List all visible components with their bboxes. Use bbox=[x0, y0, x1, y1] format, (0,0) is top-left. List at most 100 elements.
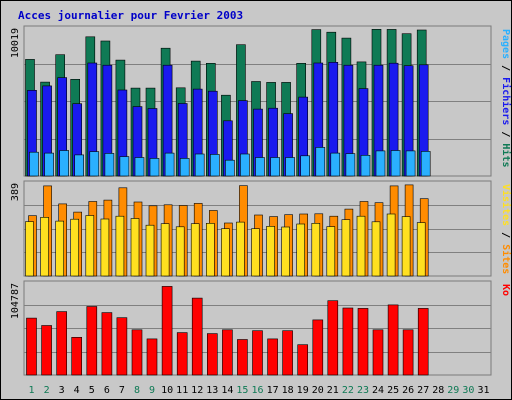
bar-ko bbox=[267, 338, 278, 376]
day-group bbox=[236, 44, 250, 177]
bar-visites bbox=[70, 218, 79, 277]
day-group bbox=[296, 213, 309, 277]
day-group bbox=[55, 203, 68, 277]
day-group bbox=[341, 37, 356, 177]
bar-ko bbox=[312, 319, 324, 376]
x-tick-label: 26 bbox=[402, 385, 414, 396]
day-group bbox=[356, 201, 369, 277]
day-group bbox=[56, 311, 68, 376]
day-group bbox=[70, 79, 84, 177]
x-tick-label: 14 bbox=[221, 385, 233, 396]
day-group bbox=[40, 81, 54, 177]
bar-visites bbox=[40, 217, 49, 277]
x-tick-label: 11 bbox=[176, 385, 188, 396]
chart-title: Acces journalier pour Fevrier 2003 bbox=[18, 9, 243, 22]
legend-separator: / bbox=[500, 125, 511, 143]
bar-pages bbox=[315, 147, 326, 177]
day-group bbox=[416, 29, 431, 177]
day-group bbox=[386, 29, 401, 177]
series-legend: Pages / Fichiers / Hits bbox=[500, 29, 512, 168]
day-group bbox=[417, 308, 429, 376]
y-max-label: 389 bbox=[10, 183, 21, 201]
legend-entry-sites: Sites bbox=[500, 244, 512, 274]
bar-ko bbox=[372, 329, 384, 376]
bar-pages bbox=[420, 151, 431, 177]
x-tick-label: 3 bbox=[59, 385, 65, 396]
day-group bbox=[252, 330, 263, 376]
day-group bbox=[387, 304, 399, 376]
legend-separator: / bbox=[500, 59, 511, 77]
day-group bbox=[176, 332, 188, 376]
day-group bbox=[311, 213, 324, 277]
x-tick-label: 4 bbox=[74, 385, 80, 396]
bar-visites bbox=[130, 218, 140, 277]
chart-panels: 10019 Pages / Fichiers / Hits 389 Visites /… bbox=[10, 25, 512, 376]
day-group bbox=[145, 87, 160, 177]
bar-visites bbox=[221, 228, 230, 277]
day-group bbox=[115, 187, 128, 277]
day-group bbox=[341, 208, 354, 277]
x-tick-label: 25 bbox=[387, 385, 399, 396]
x-tick-label: 29 bbox=[447, 385, 459, 396]
bar-pages bbox=[164, 152, 175, 177]
day-group bbox=[386, 185, 399, 277]
legend-entry-visites: Visites bbox=[500, 184, 512, 226]
bar-pages bbox=[210, 154, 220, 177]
bar-pages bbox=[405, 150, 416, 177]
x-tick-label: 21 bbox=[327, 385, 339, 396]
bar-pages bbox=[270, 157, 280, 177]
day-group bbox=[207, 333, 218, 376]
day-group bbox=[312, 319, 324, 376]
day-group bbox=[85, 36, 100, 177]
panel-mid: 389 Visites / Sites bbox=[10, 180, 512, 277]
day-group bbox=[326, 215, 339, 277]
day-group bbox=[100, 199, 113, 277]
day-group bbox=[251, 214, 263, 277]
bar-ko bbox=[282, 330, 293, 376]
day-group bbox=[282, 330, 293, 376]
bar-pages bbox=[375, 150, 386, 177]
day-group bbox=[55, 54, 70, 177]
day-group bbox=[190, 60, 205, 177]
day-group bbox=[160, 47, 175, 177]
x-tick-label: 24 bbox=[372, 385, 384, 396]
bar-pages bbox=[225, 159, 235, 177]
day-group bbox=[221, 94, 235, 177]
day-group bbox=[296, 62, 311, 177]
legend-entry-fichiers: Fichiers bbox=[500, 77, 512, 125]
day-group bbox=[371, 202, 384, 277]
bar-ko bbox=[86, 306, 98, 376]
bar-visites bbox=[25, 221, 34, 277]
bar-visites bbox=[266, 226, 275, 277]
bar-visites bbox=[296, 223, 306, 277]
x-tick-label: 2 bbox=[44, 385, 50, 396]
y-max-label: 104787 bbox=[10, 283, 21, 319]
day-group bbox=[160, 204, 173, 277]
bar-pages bbox=[74, 154, 84, 177]
x-tick-label: 12 bbox=[191, 385, 203, 396]
bar-ko bbox=[56, 311, 68, 376]
day-group bbox=[251, 81, 265, 177]
day-group bbox=[40, 185, 52, 277]
legend-entry-ko: Ko bbox=[500, 284, 511, 296]
day-group bbox=[161, 286, 173, 376]
bar-ko bbox=[387, 304, 399, 376]
panel-top: 10019 Pages / Fichiers / Hits bbox=[10, 25, 512, 177]
bar-ko bbox=[207, 333, 218, 376]
day-group bbox=[401, 184, 414, 277]
day-group bbox=[342, 307, 354, 376]
day-group bbox=[190, 203, 203, 277]
x-tick-label: 28 bbox=[432, 385, 444, 396]
x-tick-label: 6 bbox=[104, 385, 110, 396]
bar-pages bbox=[44, 152, 54, 177]
x-tick-label: 1 bbox=[28, 385, 34, 396]
bar-pages bbox=[119, 156, 130, 177]
x-tick-label: 5 bbox=[89, 385, 95, 396]
day-group bbox=[100, 40, 115, 177]
bar-ko bbox=[26, 317, 37, 376]
day-group bbox=[146, 338, 158, 376]
day-group bbox=[221, 222, 233, 277]
day-group bbox=[175, 87, 190, 177]
bar-ko bbox=[252, 330, 263, 376]
day-group bbox=[266, 216, 278, 277]
